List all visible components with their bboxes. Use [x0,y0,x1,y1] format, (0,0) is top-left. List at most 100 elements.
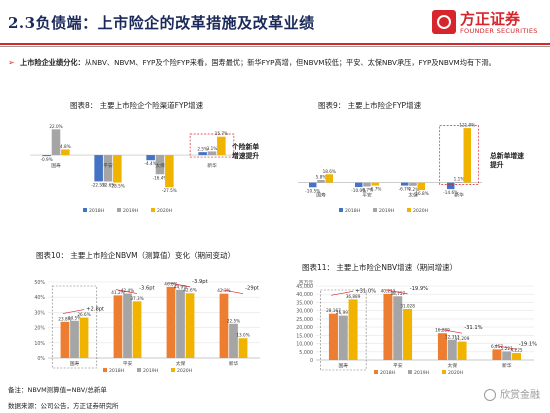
chart-fig9: -10.5%5.8%18.6%国寿-10.0%-8.7%-6.7%平安-6.7%… [298,123,482,214]
callout-label: -31.1% [464,325,482,331]
bar [363,182,371,187]
data-label: -4.4% [145,161,157,166]
bar [113,155,122,183]
bar [502,351,512,360]
bar [383,293,393,360]
legend-label: 2019H [379,208,394,214]
data-label: 1.1% [454,177,465,182]
bar [42,155,51,157]
watermark-text: 欣赏金融 [500,390,540,401]
category-label: 新华 [207,162,217,169]
legend-swatch [151,208,155,212]
callout-arrow [62,309,85,314]
bar [437,333,447,360]
legend-swatch [171,368,175,372]
highlight-box [439,125,479,185]
bar [165,155,174,188]
bar [393,296,403,360]
bar [409,182,417,186]
callout-arrow [331,290,354,296]
watermark: 欣赏金融 [484,386,540,401]
bar [325,174,334,183]
legend-swatch [374,370,378,374]
legend-swatch [373,208,377,212]
legend-swatch [137,368,141,372]
data-label: 2.5% [197,147,208,152]
data-label: -7.2% [407,187,419,192]
bar [446,182,455,190]
logo-english: FOUNDER SECURITIES [460,27,538,35]
category-label: 国寿 [51,162,61,169]
y-tick-label: 50% [34,280,45,286]
data-label: 24.5% [68,315,81,320]
legend-label: 2019H [414,370,429,376]
bar [328,313,338,360]
bar [219,293,229,358]
legend-label: 2019H [123,208,138,214]
data-label: 5.8% [316,174,327,179]
data-label: -10.5% [305,188,320,193]
data-label: 42.3% [217,288,230,293]
logo-name: 方正证券 [460,10,521,28]
data-label: 38,757 [390,291,405,296]
data-label: -16.4% [153,175,168,180]
callout-arrow [494,345,517,350]
category-label: 平安 [123,360,133,367]
data-label: 36,889 [346,294,361,299]
bar [317,179,325,183]
data-label: 13.0% [236,333,249,338]
data-label: 28,167 [326,308,341,313]
y-tick-label: 15,000 [296,333,313,339]
legend-label: 2020H [413,208,428,214]
data-label: 22.0% [49,124,62,129]
callout-arrow [440,328,463,334]
data-label: 40,213 [381,288,396,293]
category-label: 太保 [155,162,165,169]
bar [146,155,155,161]
data-label: 22.5% [227,318,240,323]
page-title: 2.3负债端：上市险企的改革措施及改革业绩 [8,14,315,32]
logo-icon [432,10,456,34]
data-label: 121.9% [459,123,475,128]
callout-label: +31.0% [355,288,376,294]
bar [308,182,317,188]
y-tick-label: 20% [34,326,45,332]
annotation-fig8: 个险新单增速提升 [232,143,260,160]
bar [354,182,363,188]
category-label: 国寿 [316,192,326,199]
data-label: -16.8% [414,191,429,196]
data-label: 11,209 [455,336,470,341]
data-label: 42.6% [183,288,196,293]
y-tick-label: 10,000 [296,342,313,348]
data-label: -27.5% [162,188,177,193]
category-label: 新华 [454,192,464,199]
data-label: 46.8% [164,281,177,286]
y-tick-label: 20,000 [296,325,313,331]
y-tick-label: 40% [34,295,45,301]
data-label: 6,457 [491,344,503,349]
legend-label: 2020H [177,368,192,374]
bar [455,182,463,183]
bar [371,182,380,186]
data-label: 41.2% [111,290,124,295]
bar [185,293,195,358]
y-axis-label: 百万元 [299,280,314,286]
category-label: 太保 [447,362,457,369]
legend-swatch [407,208,411,212]
chart-fig10: 0%10%20%30%40%50%23.8%24.5%26.6%国寿41.2%4… [34,279,260,374]
chart-title-fig10: 图表10： 主要上市险企NBVM（测算值）变化（期间变动） [36,251,236,260]
data-label: -22.5% [91,182,106,187]
callout-arrow [168,282,191,288]
y-tick-label: 30% [34,310,45,316]
category-label: 太保 [176,360,186,367]
data-label: 12,313 [445,334,460,339]
data-label: 4,225 [511,348,523,353]
bar [94,155,103,182]
bar [60,321,70,358]
annotation-fig9: 总新单增速提升 [490,152,524,169]
data-label: -10.0% [351,188,366,193]
bar [155,155,165,175]
callout-label: -29pt [245,286,259,292]
category-label: 国寿 [338,362,348,369]
legend-swatch [83,208,87,212]
